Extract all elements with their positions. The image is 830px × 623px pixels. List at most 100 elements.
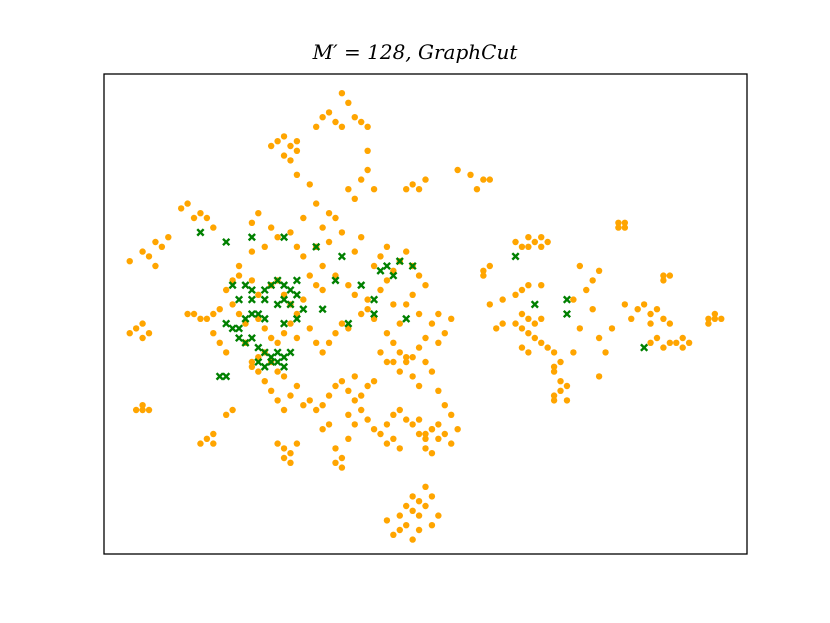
- point-unselected: [647, 339, 654, 346]
- point-unselected: [210, 310, 217, 318]
- point-unselected: [222, 286, 230, 294]
- point-unselected: [210, 224, 217, 231]
- point-unselected: [364, 382, 371, 390]
- point-unselected: [325, 109, 333, 116]
- point-unselected: [248, 219, 256, 226]
- point-unselected: [293, 334, 301, 342]
- point-unselected: [544, 344, 551, 351]
- point-unselected: [409, 291, 416, 298]
- point-unselected: [525, 234, 532, 241]
- point-unselected: [126, 258, 133, 265]
- point-unselected: [550, 363, 558, 370]
- point-unselected: [396, 512, 403, 519]
- point-unselected: [409, 354, 416, 361]
- point-unselected: [210, 330, 217, 337]
- point-unselected: [325, 210, 333, 217]
- point-unselected: [338, 454, 346, 462]
- point-unselected: [338, 90, 346, 97]
- point-unselected: [422, 502, 429, 510]
- point-unselected: [435, 339, 442, 346]
- point-unselected: [390, 339, 397, 346]
- point-unselected: [351, 195, 358, 202]
- point-unselected: [319, 349, 326, 356]
- point-unselected: [666, 272, 674, 279]
- point-selected: [247, 333, 256, 343]
- point-unselected: [422, 483, 429, 490]
- point-unselected: [441, 330, 448, 337]
- point-unselected: [139, 402, 146, 409]
- point-unselected: [293, 171, 301, 178]
- point-unselected: [576, 325, 584, 332]
- point-selected: [640, 343, 649, 352]
- point-unselected: [229, 406, 236, 414]
- point-unselected: [711, 310, 719, 318]
- point-unselected: [589, 306, 596, 313]
- point-unselected: [306, 397, 313, 404]
- point-selected: [279, 281, 289, 290]
- point-unselected: [493, 325, 500, 332]
- point-unselected: [319, 286, 326, 294]
- point-unselected: [396, 526, 403, 534]
- point-unselected: [660, 315, 667, 322]
- point-unselected: [184, 310, 191, 318]
- point-unselected: [518, 325, 526, 332]
- point-unselected: [235, 272, 243, 279]
- point-selected: [215, 372, 224, 381]
- point-unselected: [403, 301, 410, 308]
- point-selected: [222, 237, 231, 247]
- point-unselected: [377, 253, 384, 260]
- point-unselected: [570, 349, 577, 356]
- point-unselected: [415, 382, 423, 390]
- point-unselected: [332, 330, 339, 337]
- point-unselected: [139, 248, 146, 255]
- point-unselected: [486, 176, 493, 183]
- point-unselected: [383, 243, 391, 250]
- point-unselected: [422, 358, 429, 366]
- point-selected: [292, 314, 301, 323]
- point-unselected: [312, 406, 320, 414]
- point-unselected: [216, 306, 223, 313]
- point-unselected: [538, 339, 545, 346]
- point-unselected: [550, 397, 558, 404]
- point-unselected: [595, 267, 603, 274]
- point-unselected: [679, 334, 686, 342]
- point-unselected: [550, 349, 558, 356]
- point-unselected: [280, 406, 288, 414]
- point-selected: [370, 295, 379, 304]
- point-unselected: [563, 397, 571, 404]
- point-unselected: [332, 445, 339, 452]
- point-unselected: [583, 286, 590, 294]
- point-unselected: [338, 378, 346, 385]
- point-selected: [241, 314, 250, 323]
- point-unselected: [332, 382, 339, 390]
- point-unselected: [666, 320, 674, 327]
- point-selected: [222, 319, 231, 328]
- point-unselected: [345, 411, 352, 418]
- point-unselected: [274, 339, 281, 346]
- point-unselected: [653, 334, 661, 342]
- point-unselected: [293, 138, 301, 145]
- point-selected: [357, 281, 366, 290]
- point-unselected: [216, 339, 223, 346]
- point-unselected: [248, 363, 256, 370]
- point-unselected: [203, 214, 211, 222]
- point-unselected: [409, 507, 416, 514]
- point-unselected: [370, 262, 378, 270]
- point-unselected: [312, 339, 320, 346]
- point-selected: [273, 348, 282, 357]
- point-unselected: [364, 306, 371, 313]
- point-selected: [267, 281, 276, 290]
- point-selected: [273, 276, 282, 285]
- point-unselected: [383, 277, 391, 284]
- point-unselected: [428, 522, 436, 529]
- point-unselected: [512, 320, 519, 327]
- point-unselected: [351, 114, 358, 121]
- point-unselected: [319, 402, 326, 409]
- point-unselected: [383, 330, 391, 337]
- point-unselected: [409, 536, 416, 543]
- point-unselected: [338, 464, 346, 471]
- point-unselected: [422, 435, 429, 442]
- point-unselected: [403, 358, 410, 366]
- point-unselected: [364, 416, 371, 423]
- point-selected: [337, 252, 346, 261]
